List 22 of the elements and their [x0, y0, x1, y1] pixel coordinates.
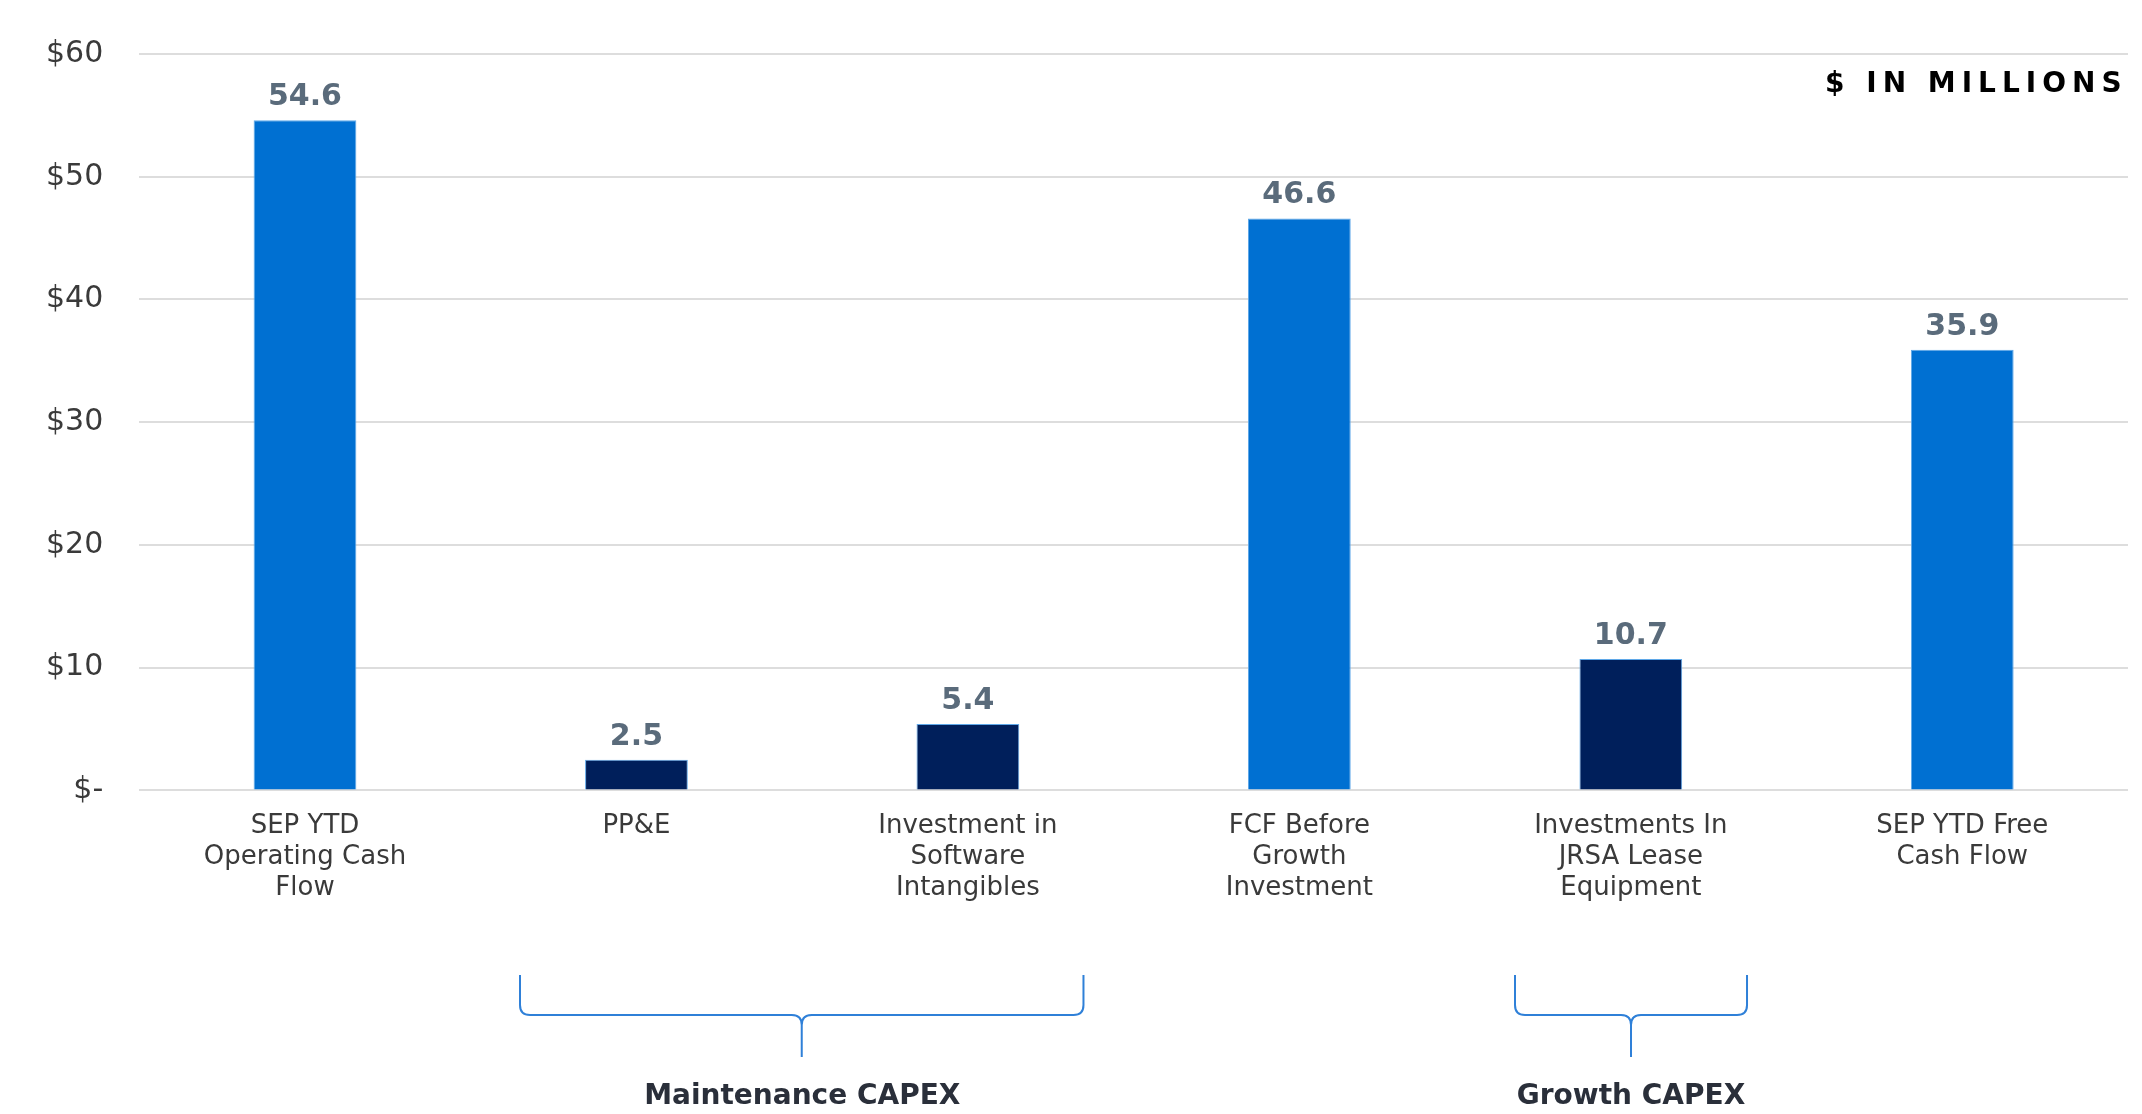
y-tick-label: $50	[46, 156, 104, 192]
y-tick-label: $40	[46, 279, 104, 315]
data-label: 2.5	[609, 716, 664, 752]
x-tick-label: SEP YTD Operating Cash Flow	[203, 808, 407, 902]
y-tick-label: $10	[46, 647, 104, 683]
y-tick-label: $-	[73, 770, 104, 806]
x-tick-label: FCF Before Growth Investment	[1225, 808, 1373, 902]
text: Maintenance CAPEX	[644, 1078, 961, 1111]
x-tick-label: Investments In JRSA Lease Equipment	[1534, 808, 1728, 902]
annotation: $ IN MILLIONS	[1825, 66, 2128, 99]
data-label: 54.6	[267, 77, 342, 113]
y-tick-label: $60	[46, 33, 104, 69]
data-label: 10.7	[1593, 615, 1668, 651]
x-tick-label: PP&E	[602, 808, 671, 839]
y-tick-label: $30	[46, 402, 104, 437]
data-label: 35.9	[1925, 306, 2000, 342]
y-tick-label: $20	[46, 524, 104, 560]
x-tick-label: Investment in Software Intangibles	[878, 808, 1058, 902]
data-label: 5.4	[941, 680, 995, 716]
text: Growth CAPEX	[1516, 1078, 1746, 1111]
x-tick-label: SEP YTD Free Cash Flow	[1876, 808, 2049, 870]
data-label: 46.6	[1262, 175, 1337, 211]
